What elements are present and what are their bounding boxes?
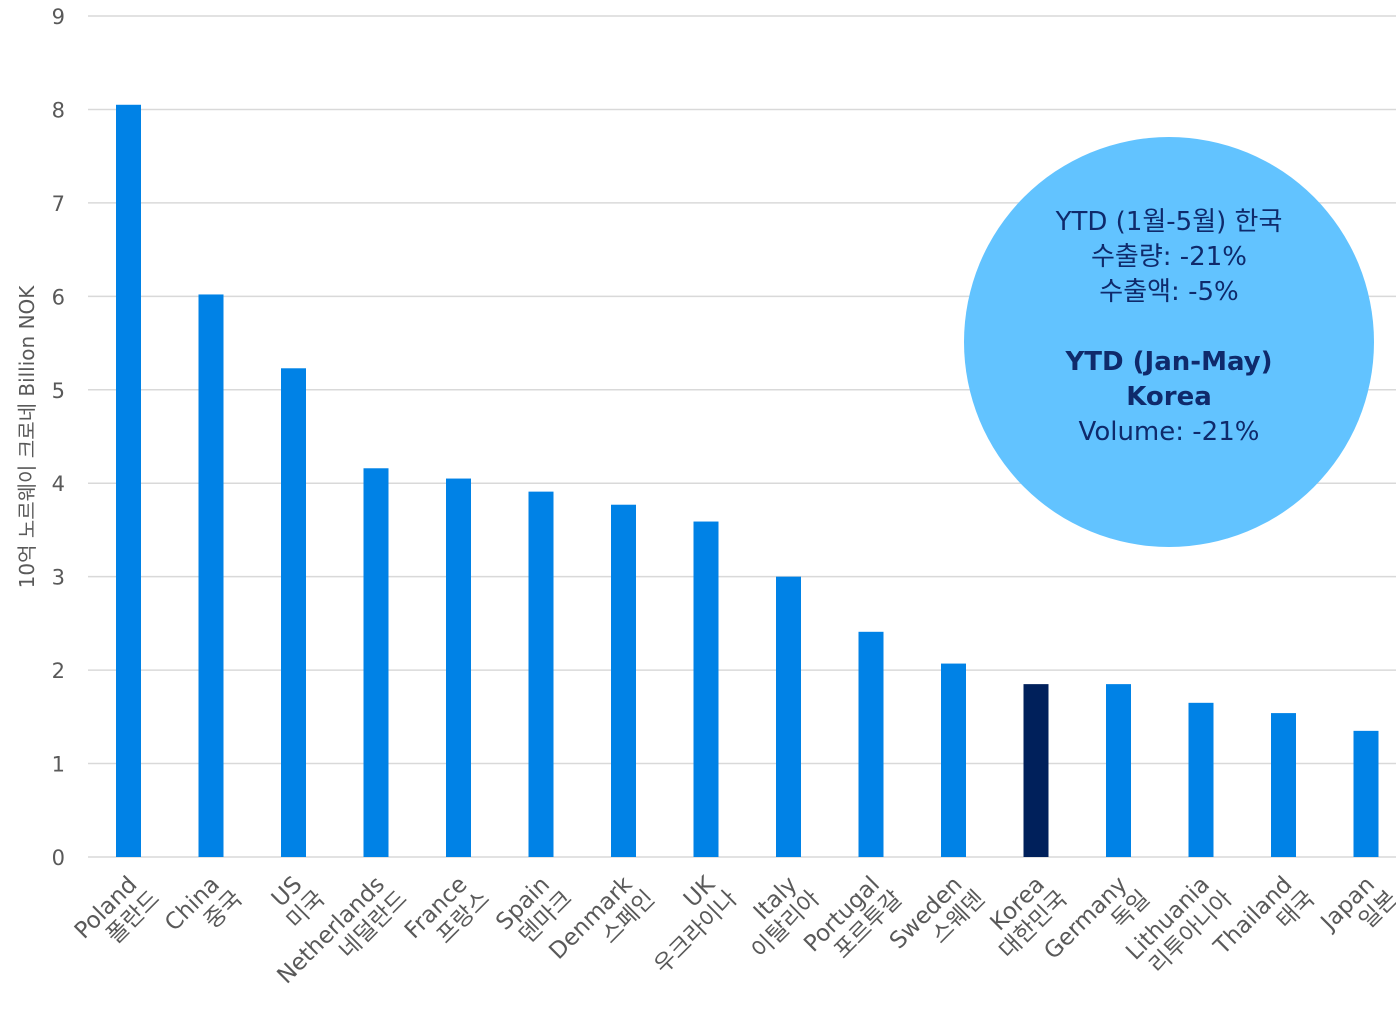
y-tick-label: 2 bbox=[52, 659, 65, 683]
y-tick-label: 6 bbox=[52, 285, 65, 309]
y-tick-label: 1 bbox=[52, 753, 65, 777]
bar bbox=[941, 663, 966, 857]
callout-line: Korea bbox=[1126, 382, 1212, 412]
y-tick-label: 7 bbox=[52, 192, 65, 216]
bar bbox=[1188, 702, 1214, 857]
bar bbox=[1271, 713, 1296, 857]
bar bbox=[693, 521, 719, 857]
y-tick-label: 3 bbox=[52, 566, 65, 590]
bar bbox=[776, 576, 801, 857]
bar bbox=[281, 368, 306, 857]
callout-circle bbox=[964, 137, 1374, 547]
bar bbox=[446, 478, 471, 857]
bar bbox=[611, 504, 636, 857]
bars bbox=[116, 104, 1379, 858]
callout-line: 수출액: -5% bbox=[1099, 277, 1238, 307]
y-tick-label: 5 bbox=[52, 379, 65, 403]
bar bbox=[1106, 684, 1131, 857]
bar bbox=[198, 294, 224, 857]
y-tick-label: 8 bbox=[52, 98, 65, 122]
y-axis-label: 10억 노르웨이 크로네 Billion NOK bbox=[15, 285, 39, 589]
callout-line: Volume: -21% bbox=[1079, 417, 1260, 447]
callout-line: 수출량: -21% bbox=[1091, 242, 1247, 272]
bar bbox=[363, 468, 389, 857]
y-axis-ticks: 0 1 2 3 4 5 6 7 8 9 bbox=[52, 5, 65, 870]
callout-line: YTD (1월-5월) 한국 bbox=[1055, 207, 1283, 237]
bar bbox=[528, 491, 554, 857]
bar bbox=[1353, 730, 1379, 857]
bar bbox=[858, 631, 884, 857]
y-tick-label: 4 bbox=[52, 472, 65, 496]
y-tick-label: 0 bbox=[52, 846, 65, 870]
callout-line: YTD (Jan-May) bbox=[1064, 347, 1272, 377]
bar bbox=[116, 104, 141, 858]
y-tick-label: 9 bbox=[52, 5, 65, 29]
bar bbox=[1023, 684, 1049, 857]
